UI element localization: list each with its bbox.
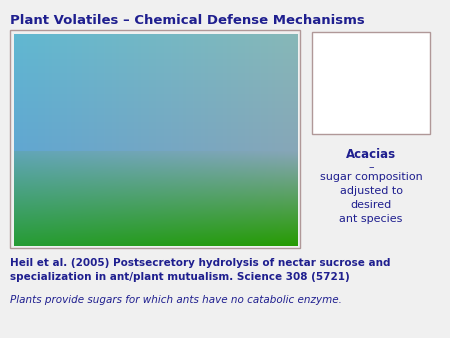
Bar (312, 32, 430, 134)
Text: Plant Volatiles – Chemical Defense Mechanisms: Plant Volatiles – Chemical Defense Mecha… (10, 14, 365, 27)
Bar (10, 30, 300, 248)
Text: –: – (368, 162, 374, 172)
Text: Plants provide sugars for which ants have no catabolic enzyme.: Plants provide sugars for which ants hav… (10, 295, 342, 305)
Text: Symbiotic,
antibiotic,
and
defense
relationships: Symbiotic, antibiotic, and defense relat… (335, 50, 407, 116)
Text: Heil et al. (2005) Postsecretory hydrolysis of nectar sucrose and
specialization: Heil et al. (2005) Postsecretory hydroly… (10, 258, 391, 282)
Text: sugar composition
adjusted to
desired
ant species: sugar composition adjusted to desired an… (320, 172, 423, 224)
Text: Acacias: Acacias (346, 148, 396, 161)
